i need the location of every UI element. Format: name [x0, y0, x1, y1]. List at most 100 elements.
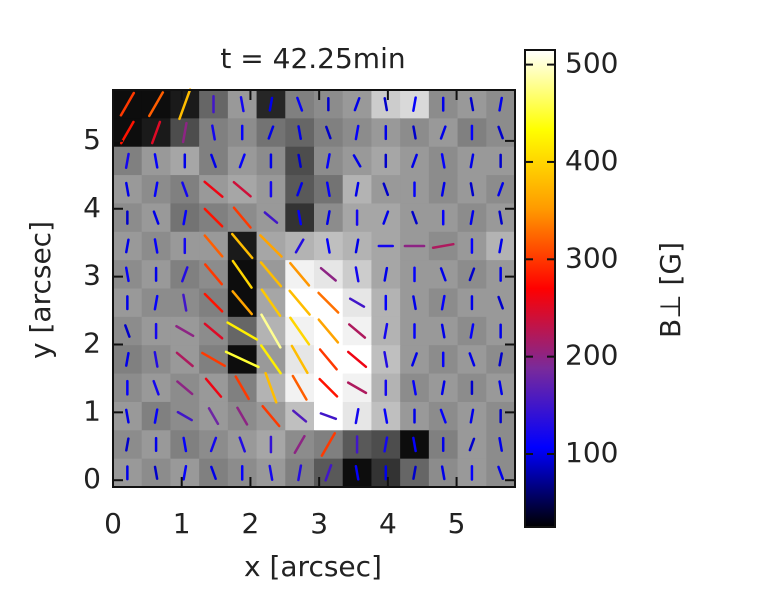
colorbar-tick-label: 200 [565, 339, 618, 372]
x-tick-label: 0 [104, 507, 122, 540]
field-vector [497, 125, 504, 140]
field-vector [152, 210, 160, 225]
field-vector [352, 154, 362, 168]
field-vector [182, 209, 188, 226]
field-vector [259, 261, 283, 288]
field-vector [498, 238, 503, 254]
field-vector [469, 323, 475, 339]
x-tick-label: 1 [173, 507, 191, 540]
field-vector [469, 182, 475, 197]
field-vector [125, 437, 130, 452]
field-vector [291, 374, 308, 401]
field-vector [125, 408, 130, 424]
field-vector [497, 295, 504, 310]
field-vector [354, 124, 360, 141]
field-vector [153, 350, 159, 368]
field-vector [326, 210, 331, 226]
field-vector [203, 207, 224, 228]
field-vector [153, 294, 159, 311]
field-vector [383, 266, 389, 282]
field-vector [238, 153, 246, 169]
field-vector [412, 295, 417, 311]
field-vector [324, 464, 333, 482]
y-axis-label: y [arcsec] [24, 221, 57, 359]
field-vector [176, 410, 193, 422]
field-vector [296, 96, 304, 112]
field-vector [148, 91, 165, 118]
field-vector [203, 322, 224, 340]
field-vector [497, 182, 505, 197]
field-vector [469, 153, 475, 169]
field-vector [181, 266, 189, 283]
field-vector [497, 465, 505, 480]
field-vector [226, 321, 259, 341]
field-vector [469, 210, 475, 226]
field-vector [268, 96, 274, 112]
field-vector [412, 465, 417, 480]
field-vector [318, 348, 338, 371]
field-vector [292, 409, 308, 423]
field-vector [297, 153, 302, 169]
field-vector [124, 152, 130, 169]
y-tick-label: 2 [83, 326, 101, 359]
field-vector [119, 91, 136, 117]
field-vector [175, 324, 195, 338]
field-vector [469, 97, 475, 112]
colorbar [524, 49, 556, 528]
field-vector [153, 153, 159, 169]
field-vector [119, 120, 135, 145]
field-vector [431, 242, 455, 249]
field-vector [290, 344, 309, 375]
field-vector [325, 238, 331, 254]
field-vector [232, 180, 252, 198]
colorbar-tick-label: 100 [565, 436, 618, 469]
field-vector [153, 181, 159, 198]
field-vector [232, 206, 252, 229]
field-vector [383, 97, 389, 112]
field-vector [203, 180, 224, 198]
field-vector [181, 181, 189, 198]
field-vector [383, 322, 389, 340]
field-vector [259, 234, 283, 258]
y-tick-label: 1 [83, 394, 101, 427]
field-vector [439, 408, 447, 424]
field-vector [498, 96, 503, 112]
field-vector [325, 153, 331, 169]
field-vector [383, 350, 389, 368]
field-vector [152, 379, 160, 396]
colorbar-tick-label: 400 [565, 144, 618, 177]
x-tick-label: 4 [379, 507, 397, 540]
field-vector [289, 261, 311, 287]
y-tick-label: 3 [83, 259, 101, 292]
field-vector [224, 350, 260, 369]
field-vector [150, 120, 162, 145]
field-vector [153, 408, 159, 424]
field-vector [411, 153, 418, 169]
field-vector [204, 377, 223, 398]
field-vector [210, 465, 217, 480]
field-vector [182, 465, 188, 481]
colorbar-tick-label: 500 [565, 47, 618, 80]
field-vector [412, 379, 417, 396]
field-vector [239, 96, 245, 113]
field-vector [181, 121, 188, 144]
field-vector [297, 464, 303, 482]
x-axis-label: x [arcsec] [244, 550, 382, 583]
field-vector [211, 124, 216, 141]
field-vector [203, 263, 224, 286]
field-vector [468, 267, 476, 282]
field-vector [203, 292, 224, 313]
field-vector [175, 351, 194, 368]
field-vector [125, 181, 130, 197]
plot-frame [112, 89, 516, 488]
field-vector [261, 404, 281, 428]
field-vector [468, 437, 476, 452]
field-vector [498, 210, 503, 225]
field-vector [260, 313, 282, 349]
field-vector [498, 352, 503, 367]
field-vector [348, 297, 366, 308]
field-vector [440, 380, 446, 396]
field-vector [293, 434, 306, 455]
field-vector [231, 290, 254, 316]
field-vector [317, 318, 340, 344]
